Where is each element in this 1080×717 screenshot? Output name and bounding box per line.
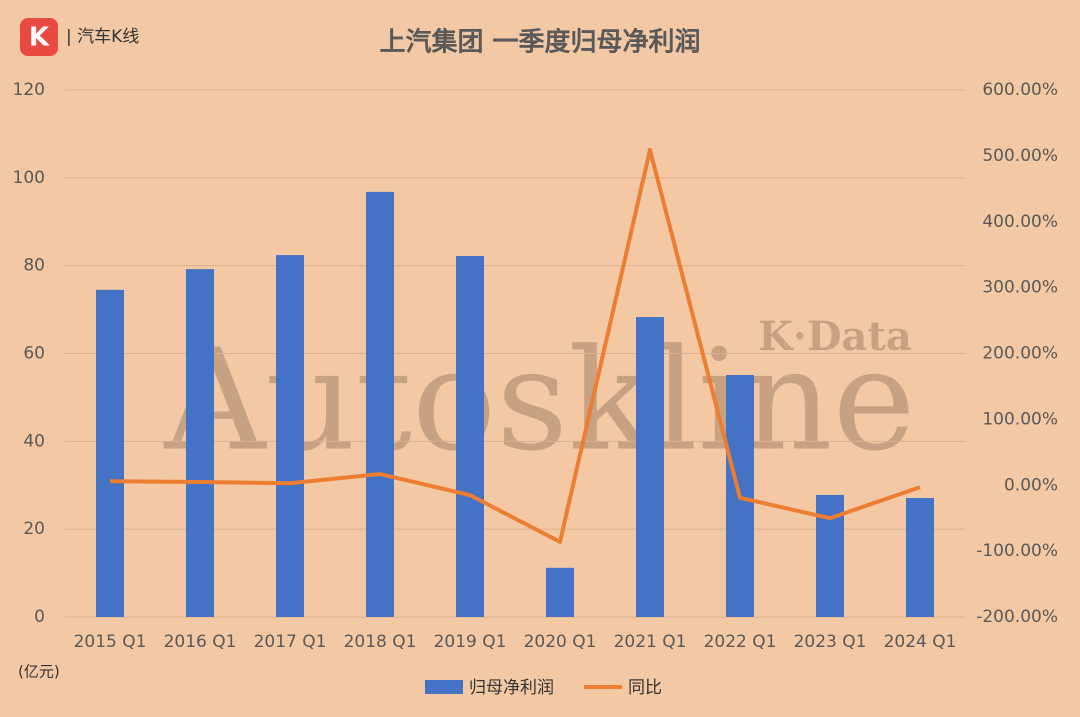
y-tick-label: 0 — [34, 607, 45, 627]
y-tick-label: 20 — [23, 519, 45, 539]
legend-label: 归母净利润 — [469, 678, 554, 698]
bar — [186, 269, 214, 617]
y-tick-label: 120 — [13, 80, 45, 100]
y-tick-label: 80 — [23, 256, 45, 276]
x-tick-label: 2021 Q1 — [614, 632, 687, 652]
bar — [366, 191, 394, 618]
y2-tick-label: -100.00% — [976, 541, 1058, 561]
x-tick-label: 2023 Q1 — [794, 632, 867, 652]
y2-tick-label: 0.00% — [1004, 475, 1058, 495]
x-tick-label: 2018 Q1 — [344, 632, 417, 652]
bar — [906, 497, 934, 617]
x-tick-label: 2016 Q1 — [164, 632, 237, 652]
x-tick-label: 2019 Q1 — [434, 632, 507, 652]
x-tick-label: 2020 Q1 — [524, 632, 597, 652]
y2-tick-label: 400.00% — [982, 212, 1058, 232]
y-tick-label: 60 — [23, 344, 45, 364]
y2-tick-label: 200.00% — [982, 344, 1058, 364]
bar — [456, 256, 484, 617]
y2-tick-label: 600.00% — [982, 80, 1058, 100]
legend-label: 同比 — [628, 678, 662, 698]
chart-title: 上汽集团 一季度归母净利润 — [379, 27, 700, 58]
bar — [96, 289, 124, 617]
x-tick-label: 2017 Q1 — [254, 632, 327, 652]
y2-tick-label: 100.00% — [982, 409, 1058, 429]
y2-tick-label: -200.00% — [976, 607, 1058, 627]
legend-swatch — [425, 680, 463, 694]
x-tick-label: 2024 Q1 — [884, 632, 957, 652]
brand: | 汽车K线 — [66, 27, 139, 47]
logo: K — [29, 23, 50, 53]
bar — [276, 255, 304, 618]
x-tick-label: 2015 Q1 — [74, 632, 147, 652]
line — [109, 147, 921, 544]
bar — [546, 567, 574, 617]
x-tick-label: 2022 Q1 — [704, 632, 777, 652]
logo-box — [20, 18, 58, 56]
watermark-sub: K·Data — [758, 313, 912, 360]
y-tick-label: 100 — [13, 168, 45, 188]
y2-tick-label: 500.00% — [982, 146, 1058, 166]
y2-tick-label: 300.00% — [982, 278, 1058, 298]
bar — [636, 317, 664, 617]
unit-label: (亿元) — [18, 663, 60, 681]
y-tick-label: 40 — [23, 431, 45, 451]
